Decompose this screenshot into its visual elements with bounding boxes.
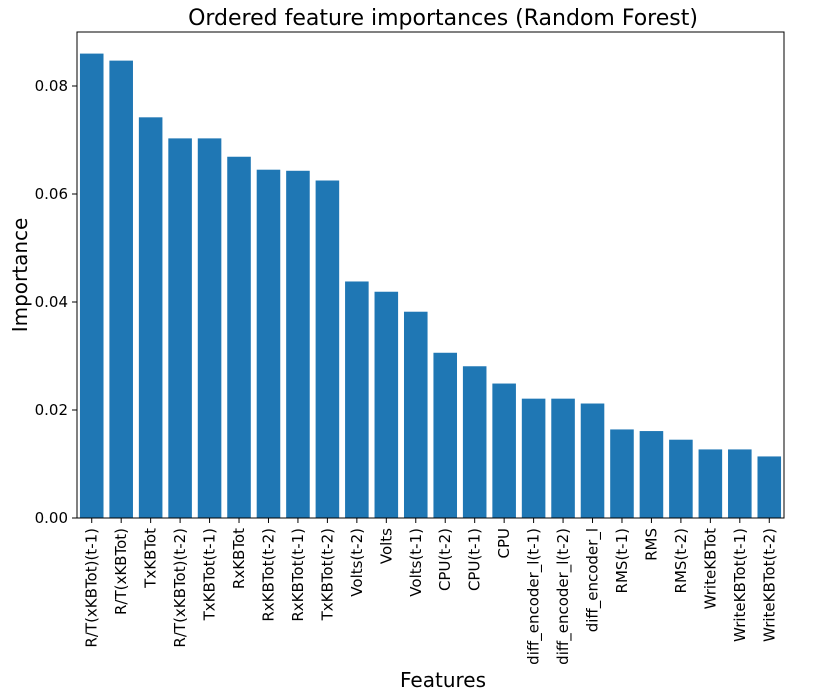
bar-16 bbox=[551, 398, 575, 518]
y-tick-label: 0.02 bbox=[35, 401, 68, 419]
x-tick-label: RMS(t-1) bbox=[613, 528, 631, 593]
x-tick-label: WriteKBTot(t-2) bbox=[760, 528, 778, 642]
bar-18 bbox=[610, 429, 634, 518]
y-tick-label: 0.08 bbox=[35, 77, 68, 95]
bar-11 bbox=[403, 311, 428, 518]
bar-1 bbox=[109, 60, 133, 519]
bar-22 bbox=[728, 449, 752, 518]
x-tick-label: R/T(xKBTot) bbox=[112, 528, 130, 615]
bar-12 bbox=[433, 352, 458, 518]
bar-23 bbox=[757, 456, 782, 518]
bar-15 bbox=[521, 398, 546, 518]
x-tick-label: WriteKBTot(t-1) bbox=[731, 528, 749, 642]
bar-3 bbox=[168, 138, 192, 518]
x-tick-label: RxKBTot(t-1) bbox=[289, 528, 307, 622]
x-tick-label: R/T(xKBTot)(t-1) bbox=[83, 528, 101, 648]
y-axis-label: Importance bbox=[8, 218, 32, 333]
bar-2 bbox=[138, 117, 163, 518]
x-tick-label: R/T(xKBTot)(t-2) bbox=[171, 528, 189, 648]
x-tick-label: WriteKBTot bbox=[701, 528, 719, 610]
bar-5 bbox=[227, 156, 251, 519]
x-tick-label: Volts(t-2) bbox=[348, 528, 366, 597]
x-tick-label: TxKBTot bbox=[142, 528, 160, 589]
chart-title: Ordered feature importances (Random Fore… bbox=[188, 6, 698, 31]
x-tick-label: RxKBTot bbox=[230, 528, 248, 589]
plot-frame bbox=[76, 31, 785, 519]
x-tick-label: CPU(t-1) bbox=[466, 528, 484, 591]
bar-6 bbox=[256, 169, 281, 518]
bar-13 bbox=[462, 366, 487, 518]
x-tick-label: Volts bbox=[377, 528, 395, 564]
x-tick-label: CPU bbox=[495, 528, 513, 559]
bar-4 bbox=[197, 138, 222, 518]
y-tick-label: 0.06 bbox=[35, 185, 68, 203]
bar-9 bbox=[345, 281, 369, 518]
bar-17 bbox=[580, 403, 605, 518]
x-tick-label: diff_encoder_l bbox=[584, 528, 603, 632]
x-axis-label: Features bbox=[400, 668, 486, 692]
y-axis: 0.00 0.02 0.04 0.06 0.08 bbox=[35, 77, 77, 527]
bar-7 bbox=[286, 170, 310, 518]
bar-21 bbox=[698, 449, 723, 518]
x-tick-label: RxKBTot(t-2) bbox=[259, 528, 277, 622]
bar-8 bbox=[315, 180, 340, 518]
y-tick-label: 0.00 bbox=[35, 509, 68, 527]
x-tick-label: RMS bbox=[642, 528, 660, 561]
y-tick-label: 0.04 bbox=[35, 293, 68, 311]
x-axis: R/T(xKBTot)(t-1) R/T(xKBTot) TxKBTot R/T(xK… bbox=[83, 518, 778, 665]
x-tick-label: diff_encoder_l(t-2) bbox=[554, 528, 573, 665]
x-tick-label: CPU(t-2) bbox=[436, 528, 454, 591]
bar-0 bbox=[79, 53, 104, 518]
bar-14 bbox=[492, 383, 516, 518]
x-tick-label: Volts(t-1) bbox=[407, 528, 425, 597]
bar-10 bbox=[374, 291, 399, 518]
bars-group bbox=[79, 53, 782, 519]
x-tick-label: RMS(t-2) bbox=[672, 528, 690, 593]
bar-20 bbox=[669, 439, 693, 518]
bar-19 bbox=[639, 431, 664, 518]
x-tick-label: diff_encoder_l(t-1) bbox=[525, 528, 544, 665]
x-tick-label: TxKBTot(t-2) bbox=[318, 528, 336, 621]
x-tick-label: TxKBTot(t-1) bbox=[201, 528, 219, 621]
